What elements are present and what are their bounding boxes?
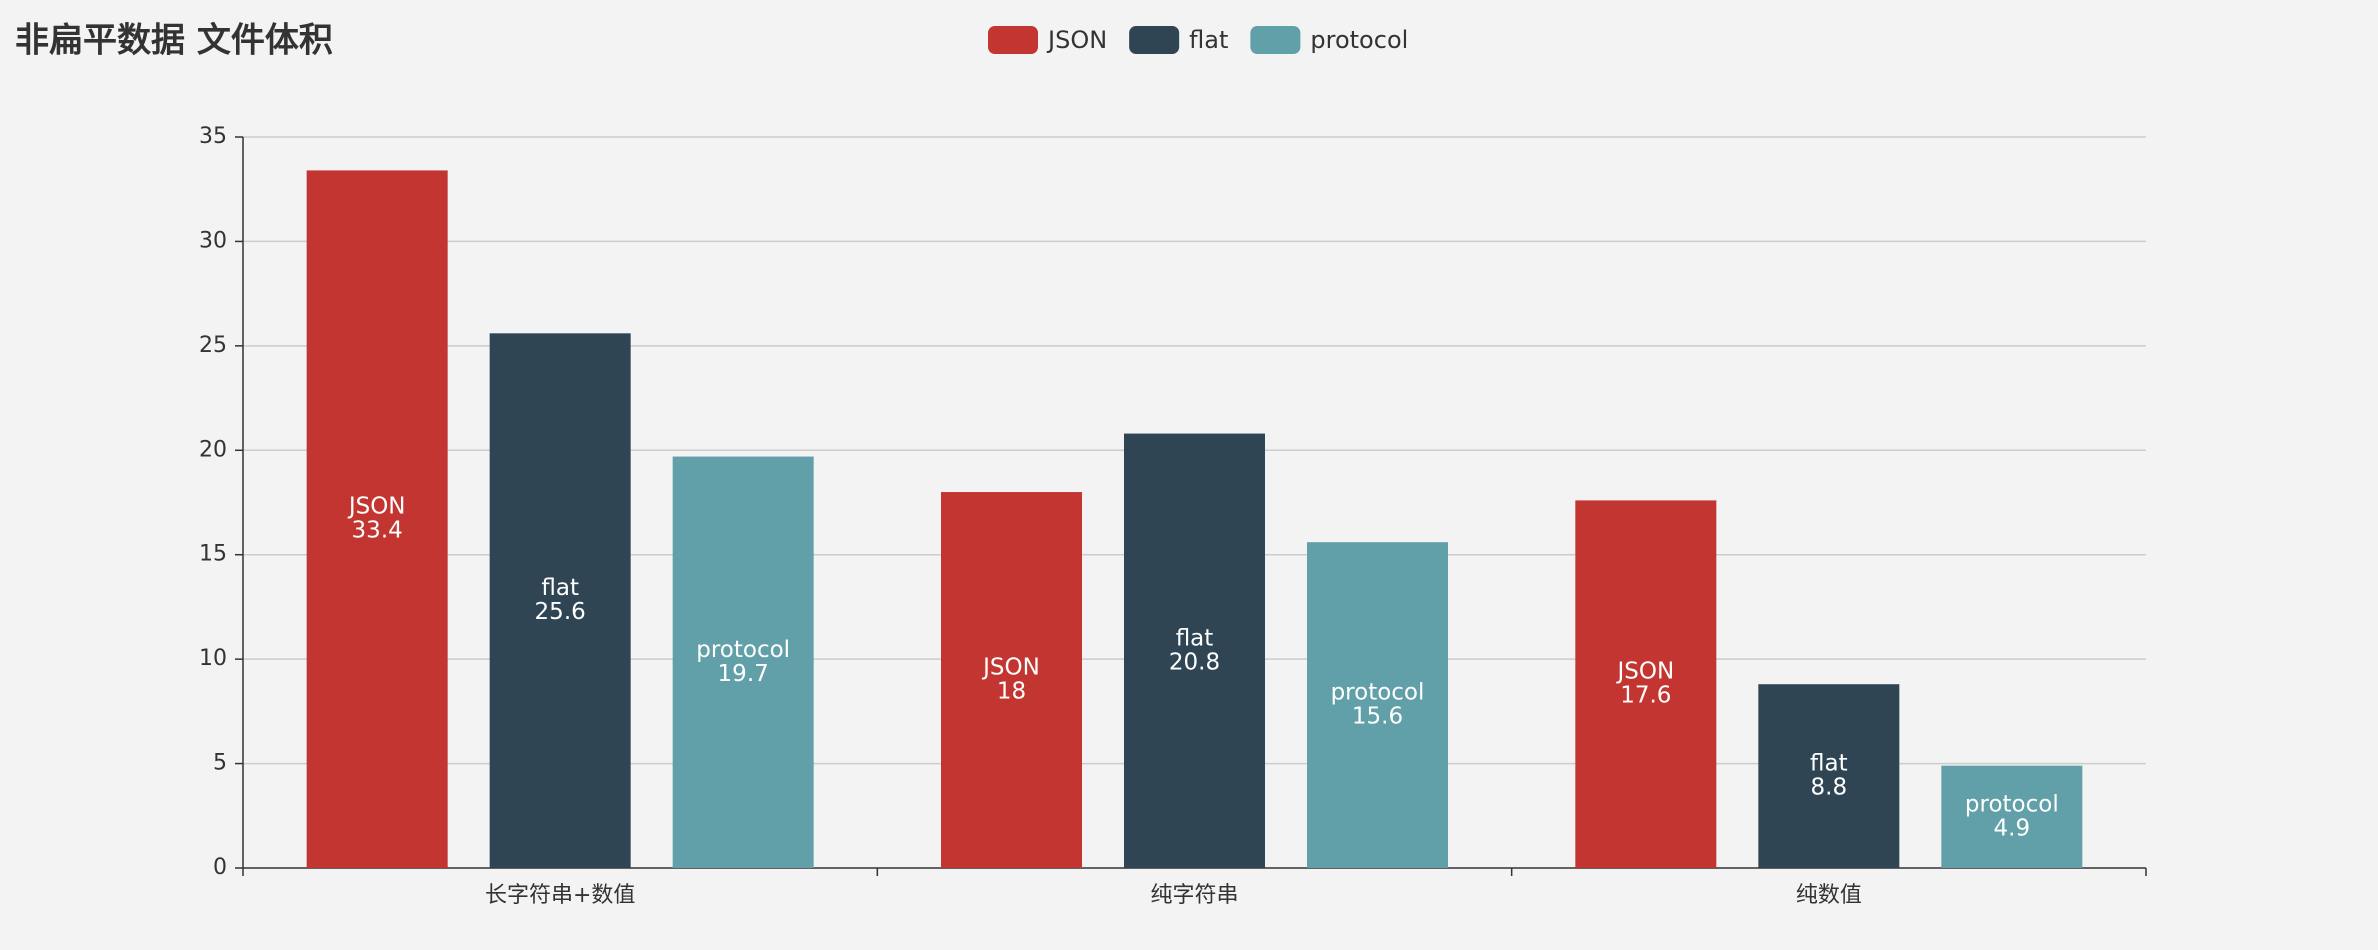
bar-label-name: flat <box>541 575 579 601</box>
bar-label-name: flat <box>1176 625 1214 651</box>
x-tick-label: 纯字符串 <box>1150 883 1238 908</box>
y-tick-label: 0 <box>213 855 227 880</box>
x-tick-label: 纯数值 <box>1796 883 1862 908</box>
bar-label-value: 19.7 <box>718 661 769 687</box>
y-tick-label: 25 <box>199 333 227 358</box>
bar-label-name: protocol <box>696 637 790 663</box>
bar-label-value: 18 <box>997 679 1026 705</box>
bar-label-name: JSON <box>347 494 406 520</box>
bar-label-value: 4.9 <box>1994 815 2031 841</box>
y-tick-label: 30 <box>199 228 227 253</box>
y-tick-label: 10 <box>199 646 227 671</box>
bar <box>306 170 448 869</box>
legend-label: flat <box>1189 26 1228 54</box>
bar-label-value: 33.4 <box>352 518 403 544</box>
bar <box>1124 433 1265 868</box>
legend-label: protocol <box>1310 26 1408 54</box>
bar <box>1941 765 2083 868</box>
y-tick-label: 35 <box>199 124 227 149</box>
bar-label-name: protocol <box>1965 791 2059 817</box>
bar <box>941 492 1082 868</box>
y-tick-label: 20 <box>199 437 227 462</box>
legend-swatch <box>1129 26 1180 54</box>
bar-label-value: 8.8 <box>1811 775 1848 801</box>
legend-label: JSON <box>1046 26 1107 54</box>
bar-label-name: JSON <box>981 655 1040 681</box>
chart-title: 非扁平数据 文件体积 <box>15 21 333 61</box>
bar-label-name: protocol <box>1331 680 1425 706</box>
y-tick-label: 15 <box>199 542 227 567</box>
bar <box>672 456 814 868</box>
bar-label-name: JSON <box>1615 659 1674 685</box>
y-tick-label: 5 <box>213 751 227 776</box>
bar <box>1307 542 1448 868</box>
legend-swatch <box>1250 26 1301 54</box>
bar-label-value: 17.6 <box>1620 683 1671 709</box>
bar-label-value: 15.6 <box>1352 704 1403 730</box>
bar-label-name: flat <box>1810 751 1848 777</box>
bar <box>1575 500 1717 868</box>
bar-label-value: 25.6 <box>535 599 586 625</box>
legend: JSON flat protocol <box>988 26 1408 54</box>
bar-label-value: 20.8 <box>1169 649 1220 675</box>
legend-swatch <box>988 26 1038 54</box>
bar <box>1758 684 1900 868</box>
bar <box>489 333 631 869</box>
x-tick-label: 长字符串+数值 <box>485 883 635 908</box>
